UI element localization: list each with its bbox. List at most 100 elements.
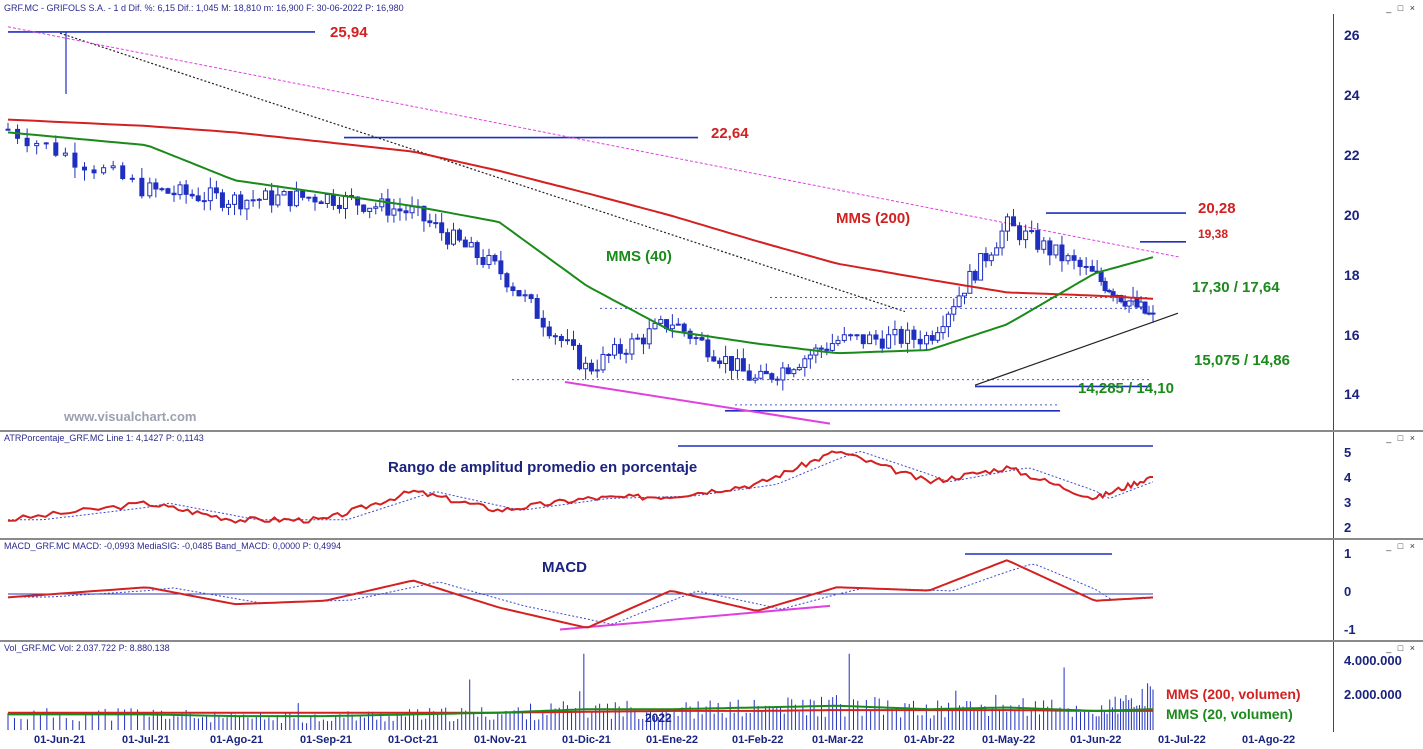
candle — [456, 229, 462, 241]
candle — [734, 358, 740, 371]
candle — [994, 247, 1000, 256]
candle — [1017, 225, 1023, 241]
macd-window-controls[interactable]: _ □ × — [1386, 541, 1417, 551]
candle — [439, 222, 445, 234]
annotation-level-14285: 14,285 / 14,10 — [1078, 380, 1174, 397]
candle — [791, 369, 797, 375]
candle — [658, 319, 664, 324]
x-tick-label: 01-Jun-21 — [34, 734, 86, 746]
candle — [711, 356, 717, 362]
annotation-level-1938: 19,38 — [1198, 227, 1229, 241]
candle — [835, 339, 841, 345]
candle — [898, 328, 904, 344]
candle — [110, 165, 116, 169]
volume-year-label: 2022 — [645, 711, 672, 725]
x-tick-label: 01-Ene-22 — [646, 734, 698, 746]
price-axis: 26 24 22 20 18 16 14 — [1333, 14, 1423, 430]
watermark: www.visualchart.com — [64, 409, 197, 424]
macd-title: MACD — [542, 559, 587, 576]
y-tick: 22 — [1344, 147, 1360, 163]
price-window-controls[interactable]: _ □ × — [1386, 3, 1417, 13]
x-tick-label: 01-Jun-22 — [1070, 734, 1122, 746]
x-tick-label: 01-May-22 — [982, 734, 1036, 746]
candle — [486, 254, 492, 265]
x-tick-label: 01-Ago-22 — [1242, 734, 1296, 746]
candle — [552, 335, 558, 338]
candle — [699, 337, 705, 341]
candle — [717, 360, 723, 365]
macd-divergence-line — [559, 604, 831, 631]
candle — [1110, 291, 1116, 297]
candle — [330, 193, 336, 206]
candle — [1035, 230, 1041, 250]
y-tick: 20 — [1344, 207, 1360, 223]
candle — [306, 196, 312, 199]
candle — [854, 334, 860, 337]
candle — [189, 193, 195, 197]
panel-divider[interactable] — [0, 430, 1423, 432]
price-header: GRF.MC - GRIFOLS S.A. - 1 d Dif. %: 6,15… — [4, 3, 404, 13]
candle — [1126, 300, 1132, 307]
candle — [929, 335, 935, 341]
candle — [1041, 240, 1047, 250]
panel-divider[interactable] — [0, 640, 1423, 642]
divergence-line — [564, 381, 831, 425]
candle — [336, 204, 342, 209]
candle — [165, 188, 171, 194]
candle — [492, 254, 498, 262]
candle — [1011, 216, 1017, 227]
candle — [1071, 255, 1077, 261]
candle — [409, 206, 415, 214]
annotation-level-2264: 22,64 — [711, 125, 749, 142]
candle — [564, 339, 570, 342]
candle — [617, 344, 623, 354]
candle — [824, 348, 830, 351]
atr-window-controls[interactable]: _ □ × — [1386, 433, 1417, 443]
candle — [796, 366, 802, 371]
macd-header: MACD_GRF.MC MACD: -0,0993 MediaSIG: -0,0… — [4, 541, 342, 551]
candle — [769, 373, 775, 380]
candle — [860, 334, 866, 345]
volume-ma-line — [8, 704, 1154, 718]
candle — [474, 242, 480, 259]
x-tick-label: 01-Mar-22 — [812, 734, 864, 746]
candle — [147, 182, 153, 197]
candle — [1142, 301, 1148, 314]
macd-axis: 1 0 -1 — [1333, 540, 1423, 640]
candle — [153, 182, 159, 190]
candle — [905, 329, 911, 344]
candle — [723, 356, 729, 365]
candle — [774, 378, 780, 381]
candle — [729, 356, 735, 371]
candle — [159, 188, 165, 191]
candle — [367, 207, 373, 212]
candle — [951, 306, 957, 315]
candle — [250, 199, 256, 202]
candle — [462, 239, 468, 248]
candle — [594, 369, 600, 372]
candle — [940, 326, 946, 334]
volume-window-controls[interactable]: _ □ × — [1386, 643, 1417, 653]
annotation-level-1730: 17,30 / 17,64 — [1192, 279, 1280, 296]
candle — [244, 199, 250, 210]
candle — [171, 192, 177, 196]
candle — [1004, 216, 1010, 232]
candle — [403, 210, 409, 214]
candle — [1106, 290, 1112, 293]
candle — [600, 353, 606, 371]
series-line — [7, 131, 1154, 355]
candle — [1102, 280, 1108, 292]
candle — [848, 334, 854, 337]
y-tick: 1 — [1344, 546, 1352, 561]
candle — [324, 193, 330, 205]
annotation-level-2028: 20,28 — [1198, 200, 1236, 217]
candle — [213, 187, 219, 194]
panel-divider[interactable] — [0, 538, 1423, 540]
y-tick: 5 — [1344, 445, 1352, 460]
candle — [385, 198, 391, 216]
candle — [225, 203, 231, 208]
annotation-level-2594: 25,94 — [330, 24, 368, 41]
candle — [81, 166, 87, 171]
candle — [522, 294, 528, 297]
candle — [675, 323, 681, 326]
